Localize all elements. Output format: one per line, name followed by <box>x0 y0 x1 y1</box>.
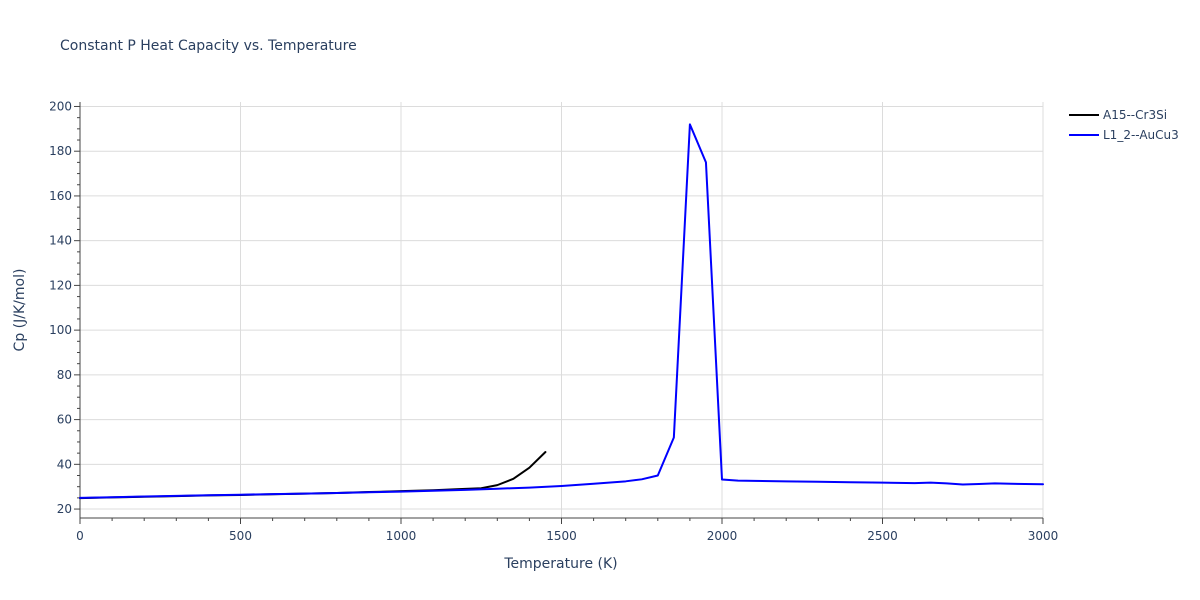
y-tick-label: 120 <box>49 278 72 292</box>
y-tick-label: 60 <box>57 413 72 427</box>
legend-label: A15--Cr3Si <box>1103 108 1167 122</box>
x-tick-label: 500 <box>229 529 252 543</box>
x-axis-title: Temperature (K) <box>503 556 617 572</box>
x-tick-label: 3000 <box>1028 529 1059 543</box>
y-tick-label: 160 <box>49 189 72 203</box>
legend-item[interactable]: A15--Cr3Si <box>1069 108 1167 122</box>
legend[interactable]: A15--Cr3Si L1_2--AuCu3 <box>1069 108 1179 142</box>
x-tick-label: 1500 <box>546 529 577 543</box>
x-tick-label: 1000 <box>386 529 417 543</box>
x-tick-label: 0 <box>76 529 84 543</box>
legend-item[interactable]: L1_2--AuCu3 <box>1069 128 1179 142</box>
y-tick-label: 100 <box>49 323 72 337</box>
x-axis-ticks: 0 500 1000 1500 2000 2500 3000 <box>76 518 1058 543</box>
y-tick-label: 80 <box>57 368 72 382</box>
y-axis-title: Cp (J/K/mol) <box>12 269 28 352</box>
y-tick-label: 40 <box>57 457 72 471</box>
x-tick-label: 2500 <box>867 529 898 543</box>
y-tick-label: 200 <box>49 99 72 113</box>
y-tick-label: 140 <box>49 234 72 248</box>
series-line-l1-2-aucu3 <box>79 123 1044 499</box>
series-layer <box>79 123 1044 500</box>
y-tick-label: 180 <box>49 144 72 158</box>
chart-title: Constant P Heat Capacity vs. Temperature <box>60 38 357 54</box>
gridlines <box>80 102 1044 518</box>
y-axis-ticks: 20 40 60 80 100 120 140 160 180 200 <box>49 99 80 516</box>
legend-label: L1_2--AuCu3 <box>1103 128 1179 142</box>
y-tick-label: 20 <box>57 502 72 516</box>
x-tick-label: 2000 <box>707 529 738 543</box>
